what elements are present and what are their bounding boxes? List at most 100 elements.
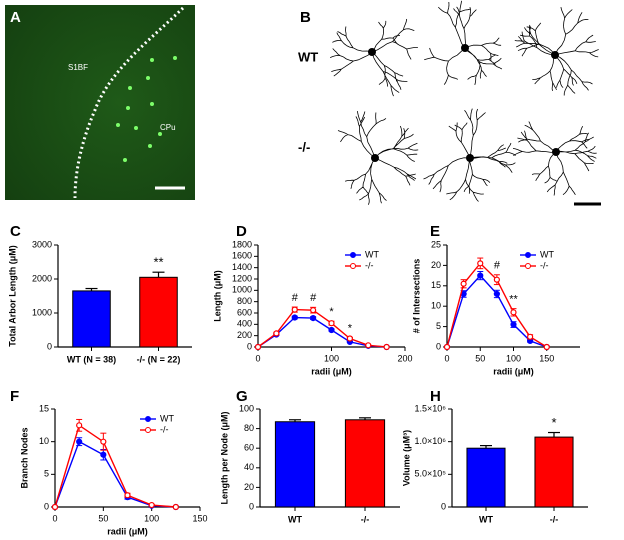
y-tick-label: 2000 [32, 273, 52, 283]
y-tick-label: 20 [431, 260, 441, 270]
y-tick-label: 5 [436, 321, 441, 331]
legend-label: WT [540, 249, 554, 259]
y-tick-label: 15 [39, 403, 49, 413]
y-tick-label: 600 [237, 307, 252, 317]
y-axis-label: Branch Nodes [19, 427, 29, 488]
y-tick-label: 1800 [232, 239, 252, 249]
tracings-panel: B WT -/- [298, 0, 601, 206]
marker [172, 503, 179, 511]
y-tick-label: 800 [237, 296, 252, 306]
marker [76, 422, 83, 429]
bar [274, 421, 316, 508]
marker [493, 276, 500, 283]
legend-marker [350, 252, 356, 258]
annotation: # [310, 292, 317, 304]
panel-letter: H [430, 388, 441, 405]
marker [443, 343, 451, 351]
marker [493, 290, 500, 298]
legend-marker [145, 416, 151, 422]
x-axis-label: radii (μM) [107, 526, 148, 536]
marker [100, 438, 107, 445]
x-axis-label: radii (μM) [311, 366, 352, 376]
cell [128, 86, 132, 90]
y-tick-label: 5 [44, 469, 49, 479]
y-tick-label: 0 [247, 341, 252, 351]
y-tick-label: 100 [239, 403, 254, 413]
x-tick-label: WT (N = 38) [67, 354, 116, 364]
y-tick-label: 0 [441, 501, 446, 511]
soma [551, 51, 559, 59]
y-tick-label: 20 [244, 482, 254, 492]
legend-label: -/- [160, 424, 169, 434]
x-tick-label: -/- (N = 22) [137, 354, 181, 364]
marker [310, 307, 317, 314]
panel-letter: B [300, 9, 311, 26]
soma [466, 154, 474, 162]
legend-marker [525, 252, 531, 258]
boundary [73, 6, 185, 199]
marker [254, 343, 262, 351]
y-axis-label: Volume (μM³) [401, 430, 411, 486]
y-axis-label: Length (μM) [212, 270, 222, 322]
marker [365, 342, 372, 349]
x-tick-label: 150 [539, 353, 554, 363]
y-tick-label: 10 [39, 436, 49, 446]
y-tick-label: 5.0×10⁵ [414, 469, 446, 479]
series-line [54, 440, 176, 508]
soma [461, 44, 469, 52]
cell [158, 132, 162, 136]
marker [148, 501, 155, 509]
series-line [54, 424, 176, 508]
legend-label: WT [160, 413, 174, 423]
x-tick-label: 100 [144, 513, 159, 523]
y-tick-label: 1.0×10⁶ [415, 436, 447, 446]
x-tick-label: 0 [52, 513, 57, 523]
micrograph [5, 5, 195, 200]
marker [328, 320, 335, 327]
bar [466, 447, 506, 508]
cell [116, 123, 120, 127]
annotation: # [494, 260, 501, 272]
y-axis-label: Length per Node (μM) [219, 412, 229, 505]
marker [510, 309, 517, 316]
legend-label: -/- [540, 260, 549, 270]
marker [291, 306, 298, 313]
annotation: * [348, 322, 353, 334]
annotation: ** [509, 294, 518, 306]
x-tick-label: 0 [444, 353, 449, 363]
annotation: # [292, 292, 299, 304]
marker [273, 330, 280, 337]
panel-letter: C [10, 223, 21, 240]
y-tick-label: 3000 [32, 239, 52, 249]
bar [344, 419, 386, 508]
cell [150, 58, 154, 62]
soma [368, 48, 376, 56]
marker [291, 314, 298, 321]
legend-label: WT [365, 249, 379, 259]
cell [126, 106, 130, 110]
cell [123, 158, 127, 162]
y-tick-label: 0 [44, 501, 49, 511]
y-tick-label: 60 [244, 443, 254, 453]
y-tick-label: 10 [431, 301, 441, 311]
x-tick-label: WT [288, 514, 302, 524]
micrograph-panel: A S1BF CPu [5, 5, 195, 200]
panel-letter: E [430, 223, 440, 240]
y-tick-label: 400 [237, 319, 252, 329]
y-axis-label: Total Arbor Length (μM) [7, 245, 17, 347]
legend-marker [350, 263, 356, 269]
x-tick-label: -/- [361, 514, 370, 524]
marker [477, 260, 484, 267]
y-tick-label: 0 [436, 341, 441, 351]
marker [100, 451, 107, 458]
x-tick-label: 200 [397, 353, 412, 363]
x-tick-label: WT [479, 514, 493, 524]
region-label: S1BF [68, 63, 88, 72]
row-label: WT [298, 49, 318, 64]
dendrites [512, 121, 597, 196]
annotation: * [551, 415, 556, 430]
annotation: ** [153, 255, 163, 270]
marker [460, 280, 467, 287]
panel-letter: G [236, 388, 248, 405]
